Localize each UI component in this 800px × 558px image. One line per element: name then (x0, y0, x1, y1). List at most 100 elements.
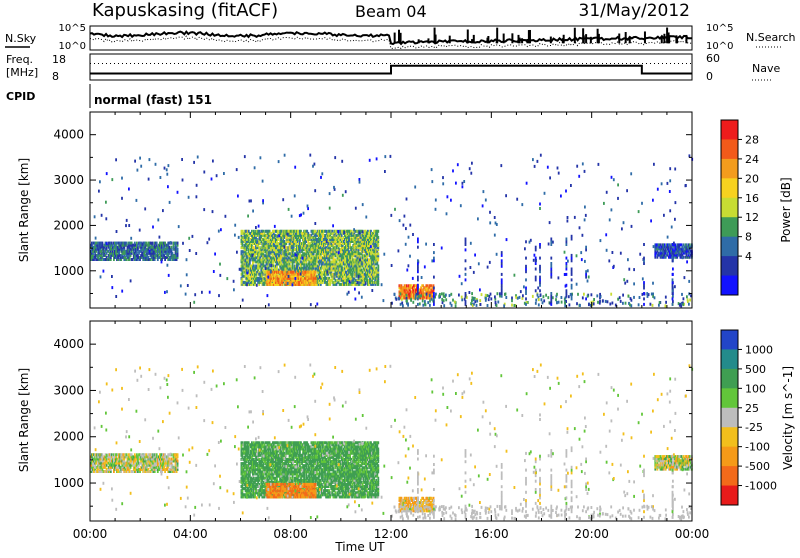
power-cell (409, 224, 411, 227)
power-cell (523, 285, 525, 288)
power-cell (667, 236, 669, 239)
power-cell (643, 287, 645, 290)
power-cell (672, 295, 674, 298)
power-cell (383, 299, 385, 302)
power-cell (564, 301, 566, 304)
power-cell (314, 259, 316, 262)
power-cell (233, 280, 235, 283)
power-cell (689, 299, 691, 302)
power-cell (633, 268, 635, 271)
power-cell (465, 278, 467, 281)
power-cell (441, 247, 443, 250)
freq-tick-8: 8 (52, 70, 59, 83)
power-cell (449, 294, 451, 297)
power-cell (552, 241, 554, 244)
power-cell (269, 252, 271, 255)
power-cell (672, 289, 674, 292)
power-cell (686, 260, 688, 263)
power-cell (511, 304, 513, 307)
power-cell (465, 292, 467, 295)
power-cell (642, 277, 644, 280)
power-cell (422, 299, 424, 302)
power-cell (365, 282, 367, 285)
power-cell (514, 304, 516, 307)
power-cell (538, 298, 540, 301)
power-cell (337, 230, 339, 233)
power-cell (182, 179, 184, 182)
power-cell (558, 172, 560, 175)
power-cell (511, 297, 513, 300)
power-cell (628, 295, 630, 298)
power-cell (679, 304, 681, 307)
power-cell (675, 201, 677, 204)
power-cell (294, 194, 296, 197)
power-cell (196, 195, 198, 198)
power-cell (469, 167, 471, 170)
power-cell (593, 298, 595, 301)
power-cell (125, 224, 127, 227)
power-cell (381, 283, 383, 286)
power-cell (522, 297, 524, 300)
velocity-panel-background (90, 321, 692, 521)
power-cell (532, 295, 534, 298)
power-cell (452, 169, 454, 172)
nave-tick-60: 60 (706, 52, 720, 65)
power-cell (663, 214, 665, 217)
power-cell (489, 221, 491, 224)
power-cell (377, 230, 379, 233)
power-cell (345, 190, 347, 193)
power-cell (390, 214, 392, 217)
power-cell (535, 268, 537, 271)
power-cell (598, 163, 600, 166)
power-cell (555, 298, 557, 301)
power-cell (550, 300, 552, 303)
power-cell (672, 297, 674, 300)
power-cell (652, 282, 654, 285)
power-cell (246, 283, 248, 286)
power-cell (686, 295, 688, 298)
power-cell (171, 246, 173, 249)
power-cell (137, 169, 139, 172)
power-cell (584, 260, 586, 263)
power-cell (433, 243, 435, 246)
power-cell (128, 188, 130, 191)
power-cell (377, 236, 379, 239)
power-cell (349, 280, 351, 283)
power-cell (539, 243, 541, 246)
power-cell (617, 183, 619, 186)
power-cell (208, 238, 210, 241)
power-cell (473, 271, 475, 274)
power-cell (461, 282, 463, 285)
power-cell (415, 296, 417, 299)
power-cell (465, 300, 467, 303)
power-cell (406, 269, 408, 272)
power-cell (236, 251, 238, 254)
power-cell (547, 296, 549, 299)
power-cell (455, 304, 457, 307)
frequency-panel: Freq. [MHz] 18 8 60 0 Nave (6, 52, 780, 83)
power-cell (365, 216, 367, 219)
power-cell (288, 208, 290, 211)
power-cell (561, 296, 563, 299)
power-cell (511, 299, 513, 302)
power-cell (417, 265, 419, 268)
power-cell (106, 172, 108, 175)
power-cell (652, 199, 654, 202)
power-cell (354, 288, 356, 291)
power-y-axis-label: Slant Range [km] (17, 158, 31, 262)
power-cell (130, 279, 132, 282)
power-cell (371, 289, 373, 292)
power-cell (535, 262, 537, 265)
power-cell (535, 276, 537, 279)
power-cell (470, 242, 472, 245)
power-cell (569, 303, 571, 306)
power-cell (483, 190, 485, 193)
power-cell (585, 246, 587, 249)
power-cell (611, 208, 613, 211)
power-cell (465, 240, 467, 243)
power-cell (587, 295, 589, 298)
power-cell (501, 287, 503, 290)
power-cell (494, 234, 496, 237)
power-cell (359, 258, 361, 261)
power-cell (500, 164, 502, 167)
